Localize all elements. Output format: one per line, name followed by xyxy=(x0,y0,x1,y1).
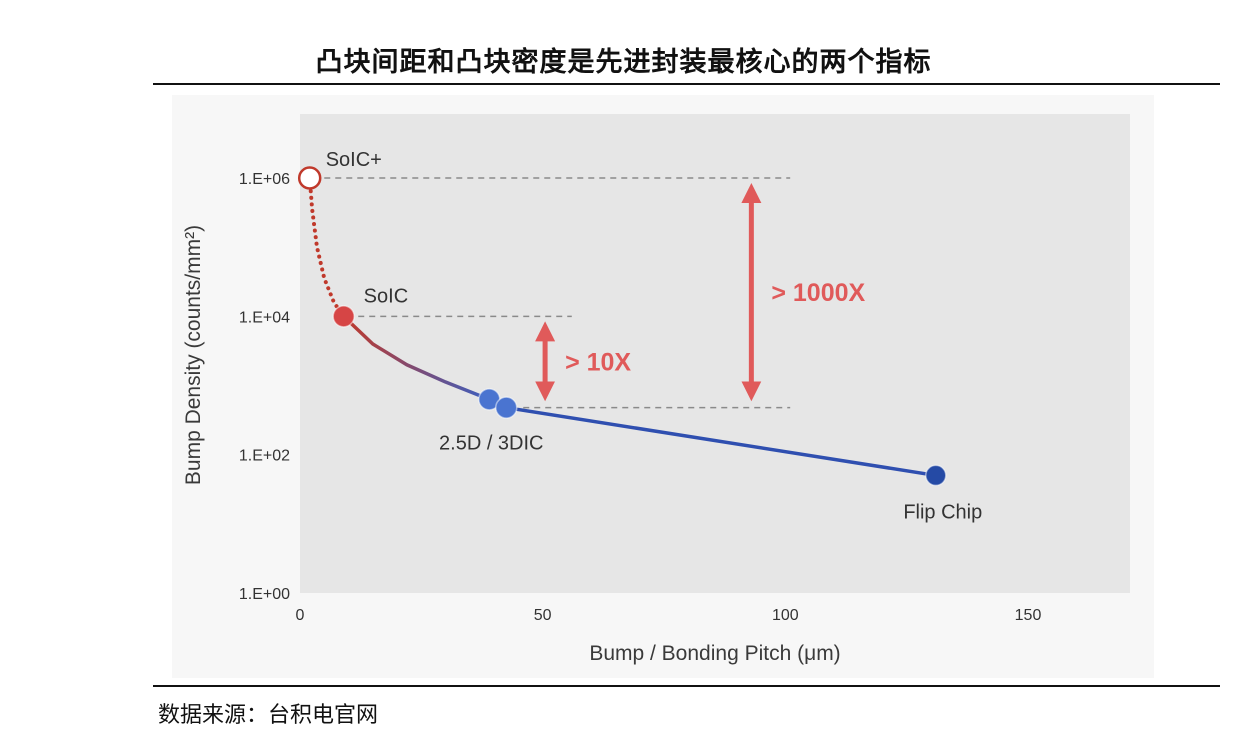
y-tick-label-3: 1.E+04 xyxy=(239,309,290,326)
data-point-5 xyxy=(925,464,947,487)
point-label-4: 2.5D / 3DIC xyxy=(439,433,543,455)
source-note: 数据来源：台积电官网 xyxy=(158,703,379,728)
data-point-1 xyxy=(297,166,322,190)
top-divider xyxy=(153,83,1220,85)
annotation-label-1: > 10X xyxy=(565,348,631,376)
data-point-4 xyxy=(495,396,518,419)
y-tick-label-4: 1.E+06 xyxy=(239,171,290,188)
point-label-1: SoIC+ xyxy=(326,149,382,171)
x-tick-label-1: 0 xyxy=(296,607,305,624)
point-label-2: SoIC xyxy=(364,285,408,307)
x-tick-label-2: 50 xyxy=(534,607,552,624)
annotation-label-2: > 1000X xyxy=(771,279,865,307)
y-tick-label-1: 1.E+00 xyxy=(239,586,290,603)
y-tick-label-2: 1.E+02 xyxy=(239,448,290,465)
x-tick-label-3: 100 xyxy=(772,607,799,624)
point-label-5: Flip Chip xyxy=(903,501,982,523)
x-tick-label-4: 150 xyxy=(1015,607,1042,624)
y-axis-label: Bump Density (counts/mm²) xyxy=(182,225,205,485)
x-axis-label: Bump / Bonding Pitch (μm) xyxy=(589,642,840,665)
bottom-divider xyxy=(153,685,1220,687)
series-line-2 xyxy=(341,314,492,402)
plot-area xyxy=(300,114,1130,593)
page-title: 凸块间距和凸块密度是先进封装最核心的两个指标 xyxy=(315,47,932,78)
data-point-2 xyxy=(332,305,355,328)
series-line-1 xyxy=(307,176,346,319)
